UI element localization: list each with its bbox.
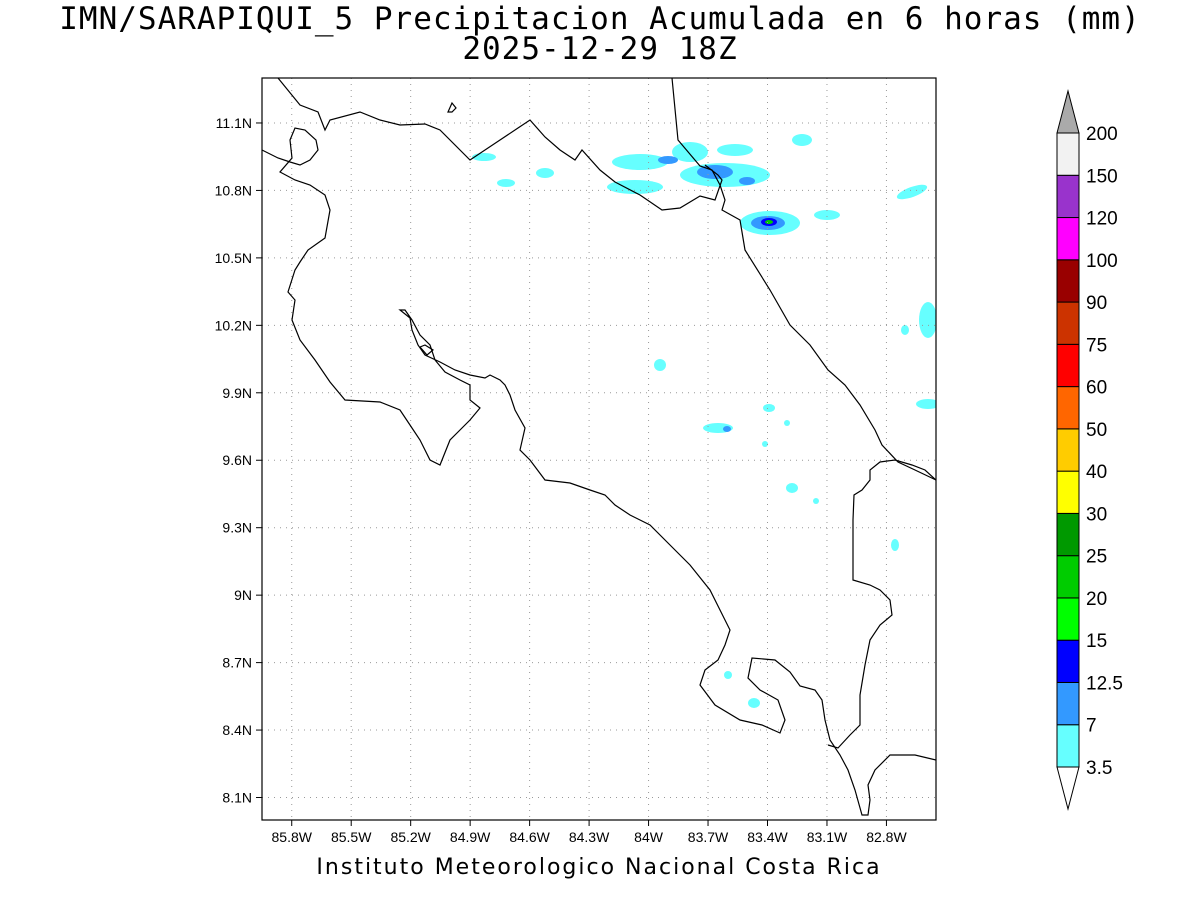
map-subtitle-datetime: 2025-12-29 18Z bbox=[462, 31, 738, 67]
longitude-axis: 85.8W 85.5W 85.2W 84.9W 84.6W 84.3W 84W 83.7W 83… bbox=[272, 820, 907, 845]
colorbar-level-label: 15 bbox=[1086, 631, 1107, 652]
colorbar-swatch bbox=[1056, 132, 1080, 176]
x-tick-label: 84W bbox=[634, 829, 664, 845]
colorbar-swatch bbox=[1056, 724, 1080, 768]
map-frame bbox=[261, 77, 937, 821]
colorbar-over-arrow bbox=[1056, 89, 1080, 134]
y-tick-label: 10.8N bbox=[215, 182, 252, 198]
colorbar-level-label: 75 bbox=[1086, 335, 1107, 356]
x-tick-label: 83.4W bbox=[747, 829, 788, 845]
colorbar-level-label: 120 bbox=[1086, 209, 1118, 230]
y-tick-label: 8.4N bbox=[222, 722, 252, 738]
colorbar-swatch bbox=[1056, 639, 1080, 683]
y-tick-label: 9N bbox=[234, 587, 252, 603]
colorbar-under-arrow bbox=[1056, 766, 1080, 811]
x-tick-label: 82.8W bbox=[866, 829, 907, 845]
colorbar-swatch bbox=[1056, 512, 1080, 557]
y-tick-label: 10.2N bbox=[215, 317, 252, 333]
colorbar-level-label: 25 bbox=[1086, 547, 1107, 568]
x-tick-label: 83.7W bbox=[688, 829, 729, 845]
latitude-axis: 11.1N 10.8N 10.5N 10.2N 9.9N 9.6N 9.3N 9N 8.7N 8.… bbox=[215, 115, 262, 806]
precipitation-shading bbox=[472, 134, 936, 708]
colorbar-level-label: 12.5 bbox=[1086, 673, 1123, 694]
x-tick-label: 84.6W bbox=[509, 829, 550, 845]
x-tick-label: 84.3W bbox=[569, 829, 610, 845]
x-tick-label: 84.9W bbox=[450, 829, 491, 845]
colorbar-level-label: 40 bbox=[1086, 462, 1107, 483]
colorbar-level-label: 60 bbox=[1086, 378, 1107, 399]
map-grid bbox=[262, 78, 936, 820]
colorbar-swatch bbox=[1056, 428, 1080, 472]
colorbar-swatch bbox=[1056, 217, 1080, 261]
colorbar-swatch bbox=[1056, 343, 1080, 388]
x-tick-label: 83.1W bbox=[807, 829, 848, 845]
colorbar-level-label: 50 bbox=[1086, 420, 1107, 441]
colorbar-swatch bbox=[1056, 259, 1080, 303]
colorbar-swatch bbox=[1056, 301, 1080, 345]
colorbar-level-label: 7 bbox=[1086, 716, 1097, 737]
colorbar-swatch bbox=[1056, 386, 1080, 430]
x-tick-label: 85.8W bbox=[272, 829, 313, 845]
y-tick-label: 9.6N bbox=[222, 452, 252, 468]
colorbar-swatch bbox=[1056, 174, 1080, 219]
y-tick-label: 9.3N bbox=[222, 520, 252, 536]
y-tick-label: 9.9N bbox=[222, 385, 252, 401]
colorbar-level-label: 150 bbox=[1086, 166, 1118, 187]
colorbar-level-label: 3.5 bbox=[1086, 758, 1112, 779]
colorbar-level-label: 100 bbox=[1086, 251, 1118, 272]
institution-credit: Instituto Meteorologico Nacional Costa R… bbox=[316, 855, 882, 880]
colorbar-swatch bbox=[1056, 681, 1080, 726]
colorbar-swatch bbox=[1056, 555, 1080, 599]
x-tick-label: 85.5W bbox=[331, 829, 372, 845]
colorbar-level-label: 200 bbox=[1086, 124, 1118, 145]
colorbar-level-label: 20 bbox=[1086, 589, 1107, 610]
colorbar-swatch bbox=[1056, 470, 1080, 514]
y-tick-label: 8.7N bbox=[222, 655, 252, 671]
y-tick-label: 10.5N bbox=[215, 250, 252, 266]
coastlines bbox=[262, 78, 936, 816]
y-tick-label: 8.1N bbox=[222, 790, 252, 806]
colorbar-level-label: 30 bbox=[1086, 504, 1107, 525]
y-tick-label: 11.1N bbox=[216, 115, 252, 131]
colorbar-swatch bbox=[1056, 597, 1080, 641]
x-tick-label: 85.2W bbox=[390, 829, 431, 845]
colorbar-level-label: 90 bbox=[1086, 293, 1107, 314]
colorbar-legend: 3.5 7 12.5 15 20 25 30 40 50 60 75 90 100 120 150 200 bbox=[1056, 89, 1123, 811]
map-title: IMN/SARAPIQUI_5 Precipitacion Acumulada … bbox=[59, 1, 1141, 37]
